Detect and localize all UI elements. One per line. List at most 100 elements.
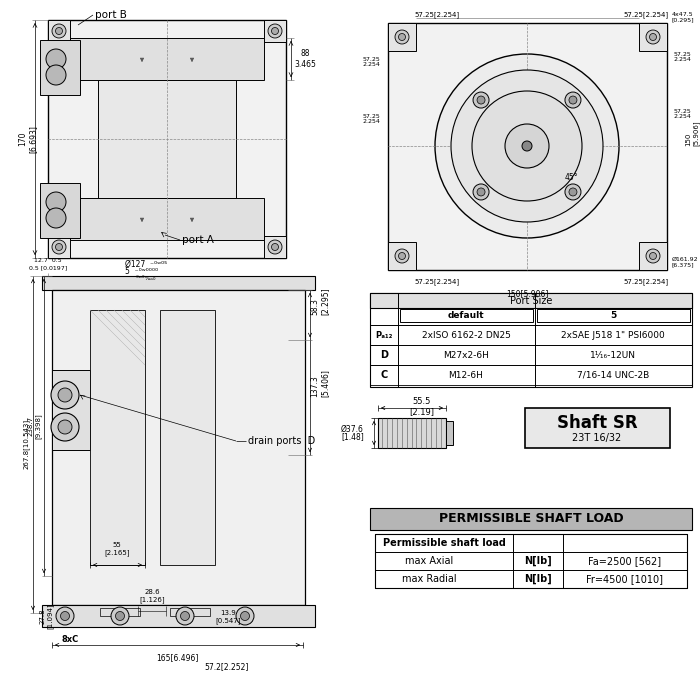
Text: 150[5.906]: 150[5.906] — [506, 290, 548, 299]
Bar — [264, 20, 286, 42]
Circle shape — [522, 141, 532, 151]
Circle shape — [55, 244, 62, 250]
Circle shape — [51, 381, 79, 409]
Text: 45°: 45° — [565, 173, 579, 183]
Text: 150
[5.906]: 150 [5.906] — [685, 121, 699, 146]
Text: 5  ⁻⁰ʷ⁰⁰⁰⁰: 5 ⁻⁰ʷ⁰⁰⁰⁰ — [125, 267, 158, 276]
Circle shape — [435, 54, 619, 238]
Bar — [160, 310, 215, 565]
Text: D: D — [380, 350, 388, 360]
Bar — [52, 370, 90, 450]
Circle shape — [565, 184, 581, 200]
Text: 7/16-14 UNC-2B: 7/16-14 UNC-2B — [577, 370, 649, 380]
Bar — [378, 418, 446, 448]
Bar — [70, 198, 264, 240]
Circle shape — [646, 30, 660, 44]
Circle shape — [473, 184, 489, 200]
Circle shape — [569, 188, 577, 196]
Bar — [100, 608, 140, 616]
Bar — [370, 293, 692, 308]
Text: max Axial: max Axial — [405, 556, 453, 566]
Text: Pₐ₁₂: Pₐ₁₂ — [375, 330, 393, 339]
Bar — [90, 310, 145, 565]
Text: 57.25
2.254: 57.25 2.254 — [362, 114, 380, 125]
Circle shape — [473, 92, 489, 108]
Bar — [388, 23, 667, 270]
Circle shape — [477, 96, 485, 104]
Text: drain ports  D: drain ports D — [248, 436, 315, 446]
Bar — [48, 20, 286, 258]
Bar — [375, 570, 687, 588]
Circle shape — [236, 607, 254, 625]
Text: 4x47.5
[0.295]: 4x47.5 [0.295] — [672, 12, 694, 22]
Circle shape — [46, 208, 66, 228]
Circle shape — [111, 607, 129, 625]
Circle shape — [472, 91, 582, 201]
Circle shape — [58, 388, 72, 402]
Text: port A: port A — [182, 235, 214, 245]
Text: 23T 16/32: 23T 16/32 — [573, 433, 622, 443]
Text: C: C — [380, 370, 388, 380]
Text: 13.9
[0.547]: 13.9 [0.547] — [216, 610, 241, 624]
Bar — [639, 23, 667, 51]
Bar — [70, 38, 264, 80]
Bar — [370, 308, 692, 325]
Text: Ø127  ⁻⁰ʷ⁰⁵: Ø127 ⁻⁰ʷ⁰⁵ — [125, 259, 167, 269]
Bar — [370, 508, 692, 530]
Bar — [388, 23, 416, 51]
Text: [2.19]: [2.19] — [410, 407, 435, 416]
Text: max Radial: max Radial — [402, 574, 456, 584]
Circle shape — [176, 607, 194, 625]
Bar — [98, 80, 236, 198]
Bar — [42, 276, 315, 290]
Text: 57.25
2.254: 57.25 2.254 — [362, 57, 380, 68]
Text: 88
3.465: 88 3.465 — [294, 49, 316, 68]
Bar — [375, 534, 687, 588]
Circle shape — [51, 413, 79, 441]
Text: Fa=2500 [562]: Fa=2500 [562] — [589, 556, 661, 566]
Bar — [370, 365, 692, 385]
Text: 8xC: 8xC — [62, 635, 78, 644]
Bar — [537, 309, 690, 322]
Text: 57.25[2.254]: 57.25[2.254] — [624, 12, 668, 18]
Bar — [42, 605, 315, 627]
Bar — [40, 40, 80, 95]
Circle shape — [569, 96, 577, 104]
Text: Ø37.6: Ø37.6 — [341, 424, 364, 433]
Bar — [370, 345, 692, 365]
Text: 58.3
[2.295]: 58.3 [2.295] — [310, 287, 330, 315]
Bar — [48, 20, 70, 42]
Text: 28.6
[1.126]: 28.6 [1.126] — [139, 589, 164, 603]
Circle shape — [55, 28, 62, 35]
Text: N[lb]: N[lb] — [524, 556, 552, 566]
Text: Shaft SR: Shaft SR — [556, 414, 637, 432]
Bar — [48, 236, 70, 258]
Bar — [639, 242, 667, 270]
Bar — [370, 293, 692, 387]
Text: default: default — [448, 311, 484, 320]
Text: 55
[2.165]: 55 [2.165] — [104, 542, 130, 556]
Text: ⁻⁰ʷ⁰‰₀: ⁻⁰ʷ⁰‰₀ — [125, 276, 155, 280]
Text: N[lb]: N[lb] — [524, 574, 552, 584]
Text: 27.8
[1.094]: 27.8 [1.094] — [39, 603, 53, 629]
Text: 57.25[2.254]: 57.25[2.254] — [414, 279, 460, 286]
Text: 2xSAE J518 1" PSI6000: 2xSAE J518 1" PSI6000 — [561, 330, 665, 339]
Text: 267.8[10.543]: 267.8[10.543] — [22, 419, 29, 469]
Circle shape — [650, 33, 657, 41]
Circle shape — [272, 28, 279, 35]
Text: 57.25[2.254]: 57.25[2.254] — [414, 12, 460, 18]
Circle shape — [46, 49, 66, 69]
Text: 57.25
2.254: 57.25 2.254 — [674, 51, 692, 62]
Circle shape — [505, 124, 549, 168]
Text: M27x2-6H: M27x2-6H — [443, 351, 489, 359]
Bar — [446, 421, 453, 445]
Circle shape — [60, 611, 69, 621]
Circle shape — [272, 244, 279, 250]
Circle shape — [395, 249, 409, 263]
Text: 57.25
2.254: 57.25 2.254 — [674, 108, 692, 119]
Circle shape — [268, 24, 282, 38]
Text: PERMISSIBLE SHAFT LOAD: PERMISSIBLE SHAFT LOAD — [439, 512, 623, 525]
Circle shape — [52, 240, 66, 254]
Circle shape — [451, 70, 603, 222]
Circle shape — [268, 240, 282, 254]
